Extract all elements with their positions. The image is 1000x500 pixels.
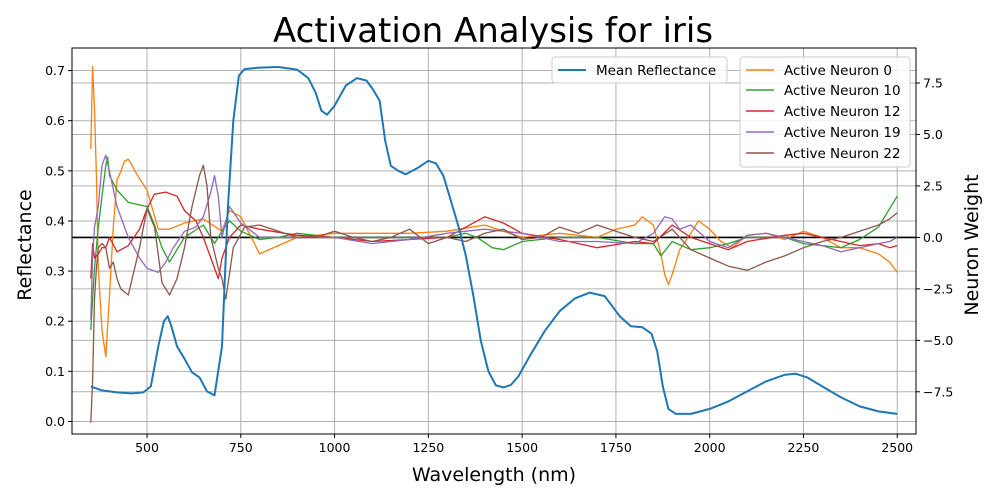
legend-left-box	[551, 56, 728, 84]
y-tick-label: 0.7	[45, 63, 65, 78]
x-tick-label: 1750	[600, 440, 632, 455]
series-line-mean-reflectance	[90, 66, 898, 415]
y-axis-label: Reflectance	[14, 189, 36, 300]
y2-tick-label: −5.0	[923, 333, 953, 348]
x-tick-label: 1000	[319, 440, 351, 455]
y-tick-label: 0.4	[45, 213, 65, 228]
legend-label-neuron-10: Active Neuron 10	[784, 83, 901, 99]
y-tick-label: 0.5	[45, 163, 65, 178]
y2-tick-label: 5.0	[923, 127, 943, 142]
y-tick-label: 0.1	[45, 364, 65, 379]
y2-axis-label: Neuron Weight	[961, 174, 983, 315]
x-tick-label: 1250	[412, 440, 444, 455]
y2-tick-label: 7.5	[923, 75, 943, 90]
series-line-active-neuron-22	[90, 164, 898, 423]
y2-tick-label: 2.5	[923, 178, 943, 193]
legend-right: Active Neuron 0 Active Neuron 10 Active …	[739, 56, 911, 168]
series-layer	[90, 65, 898, 423]
y-tick-label: 0.6	[45, 113, 65, 128]
x-tick-label: 750	[229, 440, 253, 455]
x-tick-label: 2000	[694, 440, 726, 455]
y2-tick-label: 0.0	[923, 230, 943, 245]
plot-frame	[71, 47, 917, 435]
legend-right-box	[739, 56, 911, 168]
y-tick-label: 0.0	[45, 414, 65, 429]
chart-title: Activation Analysis for iris	[273, 11, 713, 51]
tick-layer: 500 750 1000 1250 1500 1750 2000 2250 2500 0.0 0.1…	[45, 63, 953, 455]
legend-label-mean-reflectance: Mean Reflectance	[596, 63, 716, 79]
legend-label-neuron-22: Active Neuron 22	[784, 146, 901, 162]
legend-label-neuron-12: Active Neuron 12	[784, 104, 901, 120]
legend-label-neuron-19: Active Neuron 19	[784, 125, 901, 141]
y2-tick-label: −7.5	[923, 384, 953, 399]
y-tick-label: 0.2	[45, 314, 65, 329]
x-tick-label: 1500	[506, 440, 538, 455]
series-line-active-neuron-19	[90, 154, 898, 320]
y2-tick-label: −2.5	[923, 281, 953, 296]
x-tick-label: 2250	[788, 440, 820, 455]
legend-left: Mean Reflectance	[551, 56, 728, 84]
series-line-active-neuron-0	[90, 65, 898, 358]
x-axis-label: Wavelength (nm)	[412, 464, 576, 486]
x-tick-label: 2500	[881, 440, 913, 455]
legend-label-neuron-0: Active Neuron 0	[784, 63, 892, 79]
x-tick-label: 500	[135, 440, 159, 455]
y-tick-label: 0.3	[45, 264, 65, 279]
